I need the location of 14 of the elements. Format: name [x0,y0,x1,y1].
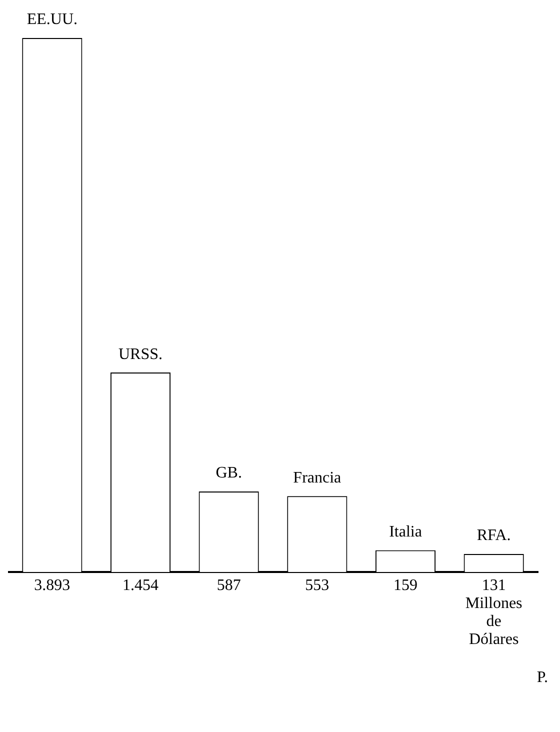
data-label: 159 [394,577,418,594]
data-label: 553 [305,577,330,594]
x-axis-title: Millones de Dólares [465,595,522,648]
x-tick-label: RFA. [476,527,511,544]
data-label: 3.893 [34,577,70,594]
x-tick-label: GB. [216,464,242,482]
data-label: 587 [216,577,241,594]
x-tick-label: Francia [293,469,342,486]
x-tick-label: EE.UU. [26,11,78,28]
data-label: 1.454 [122,577,158,594]
x-tick-label: Italia [389,523,422,540]
x-tick-label: URSS. [118,346,163,363]
data-label: 131 [482,577,506,594]
text: P. [536,669,548,686]
